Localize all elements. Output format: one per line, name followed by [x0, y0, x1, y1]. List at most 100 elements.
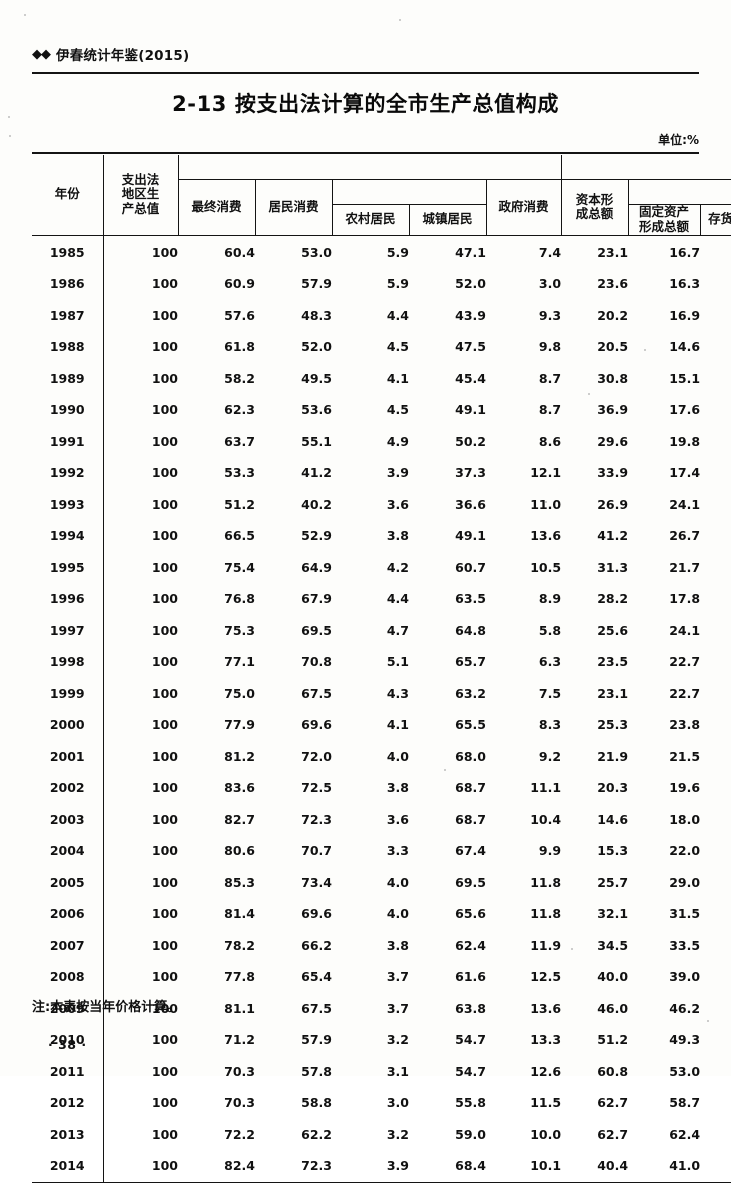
cell-value: 43.9 [455, 307, 486, 323]
cell-value: 4.4 [386, 307, 409, 323]
cell-value: 72.3 [301, 811, 332, 827]
cell-value: 68.4 [409, 1150, 486, 1183]
cell-value: 57.9 [301, 276, 332, 292]
cell-value: 9.8 [700, 426, 731, 458]
cell-value: 63.5 [455, 591, 486, 607]
header-household-consumption: 居民消费 [254, 179, 332, 236]
cell-value: 3.7 [386, 969, 409, 985]
cell-value: 83.6 [224, 780, 255, 796]
cell-value: 29.0 [669, 874, 701, 890]
cell-year: 1999 [32, 677, 104, 709]
cell-year: 1997 [32, 614, 104, 646]
cell-value: 14.5 [700, 520, 731, 552]
table-row: 2007 100 78.2 66.2 3.8 62.4 11.9 34.5 33.51.0 [32, 929, 731, 961]
cell-value: 100 [151, 1063, 178, 1079]
cell-value: 5.1 [386, 654, 409, 670]
table-row: 2001 100 81.2 72.0 4.0 68.0 9.2 21.9 21.50.4 [32, 740, 731, 772]
cell-value: 82.7 [224, 811, 255, 827]
table-row: 2000 100 77.9 69.6 4.1 65.5 8.3 25.3 23.81.5 [32, 709, 731, 741]
cell-value: 32.1 [597, 906, 629, 922]
cell-value: 65.5 [455, 717, 486, 733]
table-row: 2011 100 70.3 57.8 3.1 54.7 12.6 60.8 53.07.8 [32, 1055, 731, 1087]
cell-value: 5.9 [386, 276, 409, 292]
cell-value: 100 [151, 528, 178, 544]
cell-value: 58.8 [301, 1095, 332, 1111]
cell-value: 22.7 [669, 685, 701, 701]
cell-value: 85.3 [224, 874, 255, 890]
cell-year: 2009 [32, 992, 104, 1024]
cell-value: 4.0 [386, 906, 409, 922]
cell-value: 55.1 [301, 433, 332, 449]
page-number: · 38 · [48, 1037, 87, 1052]
table-row: 1998 100 77.1 70.8 5.1 65.7 6.3 23.5 22.70.8 [32, 646, 731, 678]
page-title: 2-13 按支出法计算的全市生产总值构成 [172, 92, 559, 116]
cell-year: 1985 [32, 234, 104, 268]
cell-value: 19.6 [669, 780, 701, 796]
cell-year: 2003 [32, 803, 104, 835]
cell-value: 41.0 [628, 1150, 701, 1183]
cell-value: 62.7 [597, 1126, 629, 1142]
cell-value: 3.9 [332, 1150, 409, 1183]
table-row: 2004 100 80.6 70.7 3.3 67.4 9.9 15.3 22.0 [32, 835, 731, 867]
header-final-consumption: 最终消费 [177, 179, 255, 236]
cell-year: 2008 [32, 961, 104, 993]
cell-year: 1993 [32, 488, 104, 520]
cell-value: 81.4 [224, 906, 255, 922]
cell-value: 3.6 [386, 811, 409, 827]
cell-value: 71.2 [224, 1032, 255, 1048]
running-head-title: 伊春统计年鉴(2015) [56, 48, 190, 64]
header-urban-household: 城镇居民 [408, 204, 487, 236]
cell-value: 3.3 [386, 843, 409, 859]
cell-value: 49.5 [301, 370, 332, 386]
scan-speckle [545, 501, 547, 503]
table-row: 1987 100 57.6 48.3 4.4 43.9 9.3 20.2 16.93.3 [32, 299, 731, 331]
cell-value: 49.3 [669, 1032, 701, 1048]
cell-value: 4.3 [386, 685, 409, 701]
cell-value: 1.5 [700, 709, 731, 741]
cell-year: 1987 [32, 299, 104, 331]
header-row-3: 农村居民 城镇居民 固定资产 形成总额 存货增加 [32, 204, 731, 236]
scan-speckle [571, 948, 573, 950]
table-row: 1995 100 75.4 64.9 4.2 60.7 10.5 31.3 21.79.6 [32, 551, 731, 584]
cell-value: 17.4 [669, 465, 701, 481]
table-body: 198510060.453.05.947.17.423.116.76.41986… [32, 234, 731, 1183]
scan-speckle [9, 135, 11, 137]
cell-value: 100 [151, 559, 178, 575]
cell-value: 8.7 [538, 370, 562, 386]
cell-year: 2004 [32, 835, 104, 867]
cell-value: 21.5 [669, 748, 701, 764]
header-household-sub-band [331, 179, 486, 205]
table-row: 1996 100 76.8 67.9 4.4 63.5 8.9 28.2 17.810.4 [32, 583, 731, 615]
cell-value: 4.7 [386, 622, 409, 638]
cell-value: 65.7 [455, 654, 486, 670]
cell-value: 4.0 [386, 748, 409, 764]
header-capital-band [560, 155, 731, 180]
cell-value: 63.7 [224, 433, 255, 449]
cell-value: 100 [151, 843, 178, 859]
cell-value: 53.0 [255, 234, 332, 268]
table-row: 2012 100 70.3 58.8 3.0 55.8 11.5 62.7 58.74.0 [32, 1087, 731, 1119]
cell-value: 12.1 [530, 465, 562, 481]
table-row: 2006 100 81.4 69.6 4.0 65.6 11.8 32.1 31.50.5 [32, 898, 731, 930]
cell-value: 77.8 [224, 969, 255, 985]
cell-value: 4.4 [386, 591, 409, 607]
cell-value: 24.1 [669, 622, 701, 638]
cell-value: 22.7 [669, 654, 701, 670]
cell-value: 0.4 [700, 678, 731, 710]
cell-value: 81.2 [224, 748, 255, 764]
cell-value: 14.6 [597, 811, 629, 827]
table-row: 2013 100 72.2 62.2 3.2 59.0 10.0 62.7 62.40.3 [32, 1118, 731, 1150]
cell-value [700, 867, 731, 899]
cell-value: 100 [151, 402, 178, 418]
cell-value: 29.6 [597, 433, 629, 449]
table-top-rule [32, 152, 699, 154]
cell-value: 9.6 [700, 552, 731, 584]
cell-value: 3.2 [386, 1126, 409, 1142]
cell-value: 11.8 [530, 906, 562, 922]
cell-value: 20.5 [597, 339, 629, 355]
cell-value: 60.9 [224, 276, 255, 292]
cell-value: 58.7 [669, 1095, 701, 1111]
header-fixed-capital: 固定资产 形成总额 [627, 204, 701, 236]
cell-value: 82.4 [178, 1150, 255, 1183]
